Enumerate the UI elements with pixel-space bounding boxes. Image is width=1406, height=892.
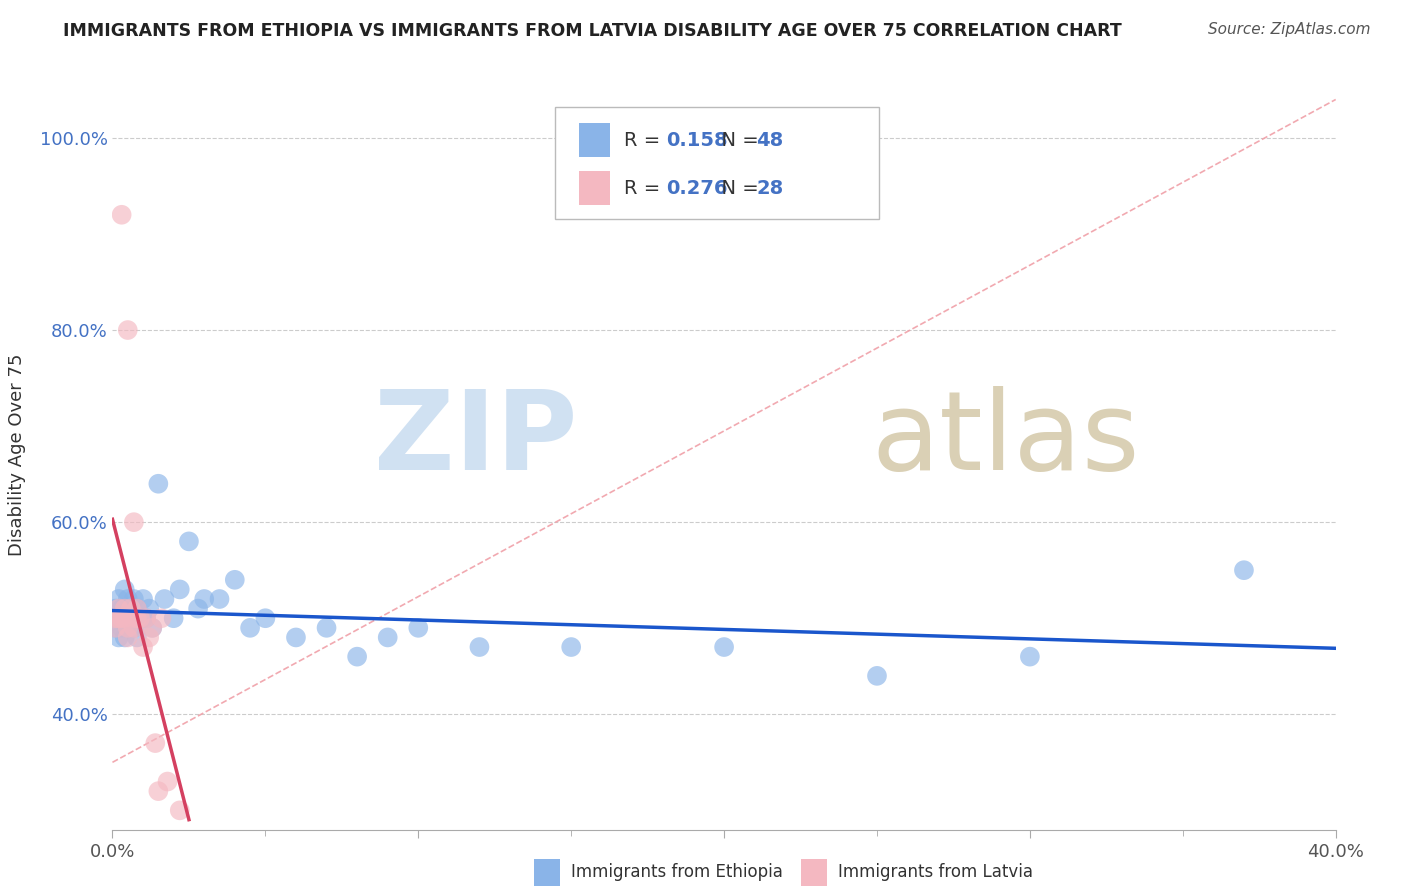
Point <box>111 611 134 625</box>
Point <box>1018 649 1040 664</box>
Point <box>120 601 142 615</box>
Point <box>132 611 155 625</box>
Point <box>141 621 163 635</box>
Point <box>560 640 582 654</box>
Point <box>132 592 155 607</box>
Point <box>104 611 127 625</box>
Text: R =: R = <box>624 179 666 198</box>
Point <box>104 601 127 615</box>
Point <box>141 621 163 635</box>
Y-axis label: Disability Age Over 75: Disability Age Over 75 <box>7 353 25 557</box>
Point <box>117 323 139 337</box>
Point <box>107 611 129 625</box>
Text: atlas: atlas <box>870 386 1139 493</box>
Point <box>224 573 246 587</box>
Point <box>208 592 231 607</box>
Text: 0.276: 0.276 <box>666 179 728 198</box>
Point <box>122 621 145 635</box>
Point <box>148 784 170 798</box>
Text: Immigrants from Ethiopia: Immigrants from Ethiopia <box>571 863 783 881</box>
Point <box>153 592 176 607</box>
Text: Immigrants from Latvia: Immigrants from Latvia <box>838 863 1033 881</box>
Point <box>193 592 215 607</box>
Text: ZIP: ZIP <box>374 386 578 493</box>
Point <box>120 601 142 615</box>
Point <box>150 611 173 625</box>
Point <box>138 601 160 615</box>
Point <box>163 611 186 625</box>
Point <box>377 631 399 645</box>
Point <box>107 611 129 625</box>
Point <box>114 631 136 645</box>
Point <box>1233 563 1256 577</box>
Point <box>114 611 136 625</box>
Point <box>169 582 191 597</box>
Point <box>111 621 134 635</box>
Point <box>125 601 148 615</box>
Text: IMMIGRANTS FROM ETHIOPIA VS IMMIGRANTS FROM LATVIA DISABILITY AGE OVER 75 CORREL: IMMIGRANTS FROM ETHIOPIA VS IMMIGRANTS F… <box>63 22 1122 40</box>
Point <box>107 601 129 615</box>
Point <box>125 631 148 645</box>
Point <box>104 621 127 635</box>
Point <box>129 611 152 625</box>
Point <box>132 640 155 654</box>
Point <box>346 649 368 664</box>
Point <box>111 611 134 625</box>
Point <box>713 640 735 654</box>
Point <box>408 621 430 635</box>
Point <box>315 621 337 635</box>
Point <box>111 208 134 222</box>
Point <box>104 621 127 635</box>
Point <box>114 601 136 615</box>
Point <box>117 592 139 607</box>
Point <box>125 611 148 625</box>
Point <box>120 611 142 625</box>
Point <box>143 736 166 750</box>
Text: N =: N = <box>709 179 765 198</box>
Point <box>122 515 145 529</box>
Point <box>117 621 139 635</box>
Point <box>138 631 160 645</box>
Point <box>135 611 157 625</box>
Point <box>107 631 129 645</box>
Text: R =: R = <box>624 131 666 150</box>
Point <box>156 774 179 789</box>
Text: 48: 48 <box>756 131 783 150</box>
Point <box>120 611 142 625</box>
Text: Source: ZipAtlas.com: Source: ZipAtlas.com <box>1208 22 1371 37</box>
Point <box>129 611 152 625</box>
Point <box>117 611 139 625</box>
Point <box>866 669 889 683</box>
Point <box>122 621 145 635</box>
Point <box>177 534 200 549</box>
Point <box>111 601 134 615</box>
Point <box>254 611 277 625</box>
Point <box>117 621 139 635</box>
Point <box>117 631 139 645</box>
Point <box>107 592 129 607</box>
Point <box>468 640 491 654</box>
Point <box>135 611 157 625</box>
Point <box>114 582 136 597</box>
Point <box>125 601 148 615</box>
Text: 0.158: 0.158 <box>666 131 728 150</box>
Point <box>284 631 308 645</box>
Text: N =: N = <box>709 131 765 150</box>
Point <box>114 611 136 625</box>
Text: 28: 28 <box>756 179 783 198</box>
Point <box>122 592 145 607</box>
Point <box>169 803 191 817</box>
Point <box>187 601 209 615</box>
Point <box>239 621 262 635</box>
Point <box>148 476 170 491</box>
